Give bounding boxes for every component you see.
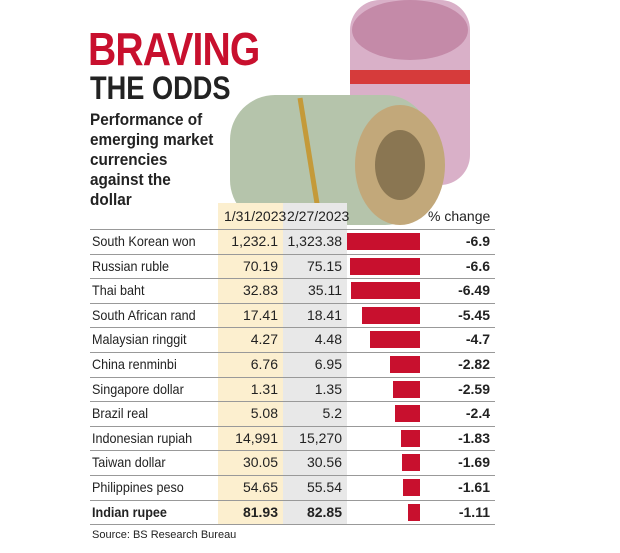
row-divider [90, 229, 495, 230]
title-line: BRAVING [88, 23, 260, 75]
column-header: 2/27/2023 [287, 208, 350, 224]
row-label: Indonesian rupiah [92, 429, 193, 446]
subtitle: Performance of emerging market currencie… [90, 110, 214, 209]
bar [350, 257, 420, 275]
column-bg [283, 203, 347, 524]
row-label: China renminbi [92, 356, 177, 372]
row-divider [90, 450, 495, 452]
row-divider [90, 475, 495, 476]
value-label: -6.9 [465, 233, 490, 249]
value-label: -1.61 [458, 479, 490, 495]
bar [408, 503, 420, 521]
end-value: 15,270 [299, 429, 342, 446]
row-label: Philippines peso [92, 479, 184, 495]
column-bg [218, 203, 283, 524]
end-value: 4.48 [314, 331, 342, 348]
money-illustration [230, 0, 470, 225]
value-label: -6.49 [458, 282, 490, 299]
column-header: % change [428, 208, 491, 224]
row-label: Brazil real [92, 405, 149, 422]
end-value: 30.56 [306, 454, 342, 471]
value-label: -4.7 [465, 331, 490, 348]
start-value: 5.08 [250, 405, 278, 422]
row-divider [90, 401, 495, 403]
value-label: -5.45 [458, 306, 490, 323]
row-divider [90, 278, 495, 280]
start-value: 70.19 [242, 257, 278, 274]
row-label: Indian rupee [92, 503, 167, 520]
row-divider [90, 327, 495, 329]
row-divider [90, 376, 495, 378]
start-value: 14,991 [235, 429, 278, 446]
row-divider [90, 352, 495, 353]
value-label: -6.6 [465, 257, 490, 274]
start-value: 54.65 [242, 479, 278, 495]
value-label: -2.4 [465, 405, 490, 422]
value-label: -1.11 [458, 503, 490, 520]
bar [362, 306, 420, 324]
end-value: 5.2 [322, 405, 342, 422]
start-value: 81.93 [242, 503, 278, 520]
end-value: 6.95 [314, 356, 342, 372]
row-divider [90, 302, 495, 304]
row-label: Thai baht [92, 282, 145, 299]
start-value: 30.05 [242, 454, 278, 471]
start-value: 17.41 [242, 306, 278, 323]
row-divider [90, 499, 495, 501]
value-label: -2.59 [458, 380, 490, 397]
row-label: Malaysian ringgit [92, 331, 187, 348]
source: Source: BS Research Bureau [92, 529, 237, 541]
row-label: Singapore dollar [92, 380, 184, 397]
row-label: Taiwan dollar [92, 454, 166, 471]
start-value: 6.76 [250, 356, 278, 372]
row-divider [90, 425, 495, 427]
bar [392, 380, 420, 398]
bar [370, 331, 420, 349]
start-value: 4.27 [250, 331, 278, 348]
end-value: 1,323.38 [287, 233, 343, 249]
start-value: 1.31 [250, 380, 278, 397]
end-value: 75.15 [306, 257, 342, 274]
row-label: South Korean won [92, 233, 196, 249]
bar [394, 405, 420, 423]
end-value: 55.54 [306, 479, 342, 495]
bar [402, 454, 420, 472]
row-label: Russian ruble [92, 257, 170, 274]
start-value: 1,232.1 [231, 233, 278, 249]
end-value: 35.11 [308, 282, 342, 299]
bar [390, 356, 420, 373]
column-header: 1/31/2023 [224, 208, 287, 224]
row-label: South African rand [92, 306, 196, 323]
end-value: 1.35 [314, 380, 342, 397]
row-divider [90, 524, 495, 526]
value-label: -1.83 [458, 429, 490, 446]
row-divider [90, 253, 495, 255]
start-value: 32.83 [242, 282, 278, 299]
value-label: -1.69 [458, 454, 490, 471]
bar [351, 282, 420, 300]
bar [347, 233, 420, 250]
end-value: 18.41 [306, 306, 342, 323]
title-line: THE ODDS [90, 70, 231, 106]
end-value: 82.85 [306, 503, 342, 520]
bar [402, 479, 420, 496]
bar [400, 429, 420, 447]
value-label: -2.82 [458, 356, 490, 372]
